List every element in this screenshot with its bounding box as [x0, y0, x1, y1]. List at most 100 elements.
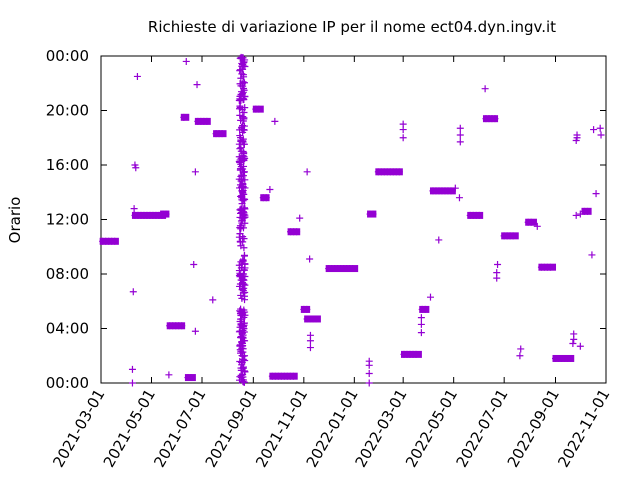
y-tick-label: 12:00 [46, 211, 89, 229]
data-point [475, 211, 483, 219]
x-tick-label: 2021-03-01 [49, 386, 108, 471]
data-point [293, 228, 301, 236]
data-point [238, 187, 246, 195]
data-point [241, 219, 249, 227]
data-point [412, 350, 420, 358]
data-point [236, 97, 244, 105]
data-point [218, 130, 226, 138]
data-point [238, 344, 246, 352]
data-point [417, 320, 425, 328]
data-point [241, 352, 249, 360]
data-point [421, 305, 429, 313]
x-tick-label: 2021-07-01 [150, 386, 209, 471]
data-point [494, 260, 502, 268]
data-point [235, 153, 243, 161]
data-point [237, 147, 245, 155]
data-point [266, 186, 274, 194]
data-point [303, 305, 311, 313]
data-point [596, 124, 604, 132]
data-point [569, 339, 577, 347]
data-point [481, 85, 489, 93]
data-point [451, 184, 459, 192]
data-point [592, 190, 600, 198]
data-point [241, 281, 249, 289]
data-point [237, 91, 245, 99]
data-point [209, 296, 217, 304]
data-point [447, 187, 455, 195]
data-point [241, 368, 249, 376]
data-point [369, 210, 377, 218]
data-point [239, 323, 247, 331]
data-point [236, 224, 244, 232]
data-point [588, 251, 596, 259]
y-axis-ticks: 00:00 04:00 08:00 12:00 16:00 20:00 00:00 [46, 47, 606, 392]
data-point [349, 265, 357, 273]
data-point [516, 352, 524, 360]
x-axis-ticks: 2021-03-012021-05-012021-07-012021-09-01… [49, 56, 613, 471]
data-point [296, 214, 304, 222]
x-tick-label: 2022-03-01 [351, 386, 410, 471]
data-point [572, 211, 580, 219]
data-point [399, 134, 407, 142]
y-tick-label: 16:00 [46, 156, 89, 174]
data-points [99, 53, 605, 387]
data-point [128, 365, 136, 373]
data-point [237, 242, 245, 250]
data-point [365, 379, 373, 387]
data-point [573, 134, 581, 142]
data-point [527, 218, 535, 226]
data-point [165, 371, 173, 379]
data-point [239, 213, 247, 221]
data-point [312, 315, 320, 323]
data-point [395, 168, 403, 176]
data-point [236, 111, 244, 119]
x-tick-label: 2021-09-01 [202, 386, 261, 471]
data-point [241, 92, 249, 100]
data-point [238, 196, 246, 204]
data-point [240, 235, 248, 243]
data-point [178, 322, 186, 330]
data-point [533, 222, 541, 230]
data-point [456, 138, 464, 146]
data-point [240, 292, 248, 300]
data-point [239, 364, 247, 372]
x-tick-label: 2022-05-01 [402, 386, 461, 471]
data-point [238, 276, 246, 284]
data-point [237, 307, 245, 315]
data-point [239, 113, 247, 121]
data-point [517, 345, 525, 353]
data-point [239, 355, 247, 363]
data-point [187, 374, 195, 382]
data-point [240, 266, 248, 274]
data-point [235, 328, 243, 336]
data-point [235, 140, 243, 148]
data-point [456, 131, 464, 139]
data-point [576, 210, 584, 218]
data-point [262, 194, 270, 202]
data-point [240, 270, 248, 278]
data-point [576, 342, 584, 350]
data-point [236, 273, 244, 281]
data-point [236, 280, 244, 288]
data-point [191, 168, 199, 176]
chart-title: Richieste di variazione IP per il nome e… [148, 18, 556, 36]
data-point [239, 181, 247, 189]
y-tick-label: 04:00 [46, 320, 89, 338]
data-point [128, 379, 136, 387]
data-point [239, 331, 247, 339]
x-tick-label: 2022-09-01 [504, 386, 563, 471]
data-point [237, 371, 245, 379]
data-point [193, 81, 201, 89]
data-point [426, 293, 434, 301]
data-point [235, 175, 243, 183]
data-point [289, 372, 297, 380]
data-point [255, 105, 263, 113]
data-point [456, 124, 464, 132]
data-point [399, 120, 407, 128]
data-point [583, 207, 591, 215]
data-point [237, 347, 245, 355]
data-point [238, 376, 246, 384]
data-point [239, 289, 247, 297]
data-point [271, 117, 279, 125]
data-point [306, 344, 314, 352]
